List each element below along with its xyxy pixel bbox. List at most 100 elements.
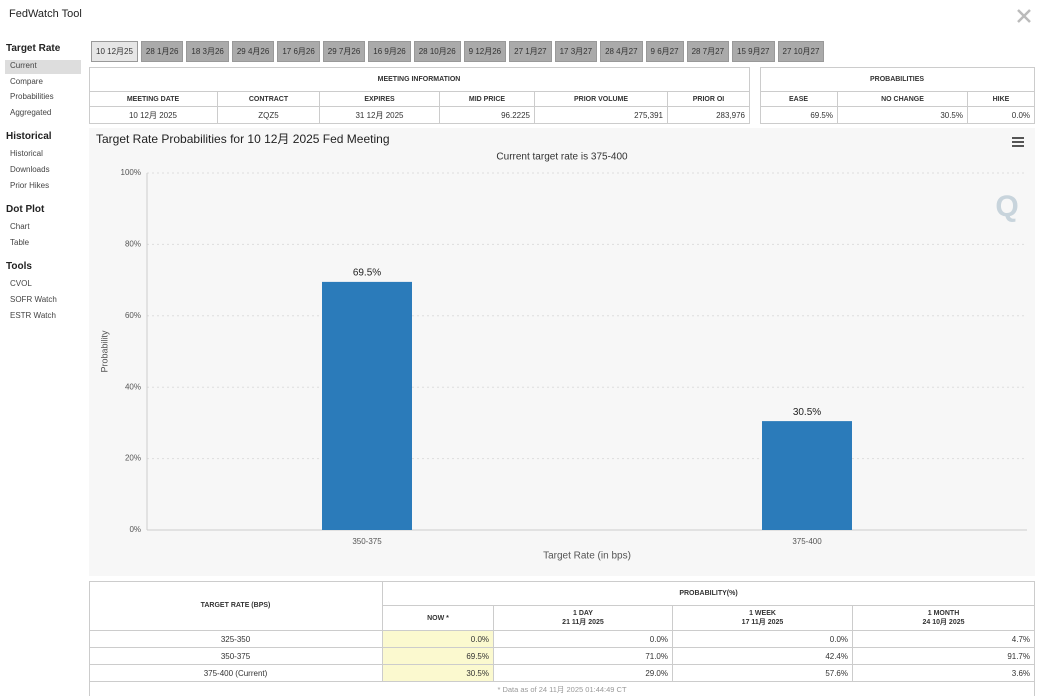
date-tab[interactable]: 9 12月26 [463,41,507,62]
nav-heading: Target Rate [6,43,61,54]
table-cell: 29.0% [494,665,673,682]
chart-subtitle: Current target rate is 375-400 [496,152,628,163]
column-date: 21 11月 2025 [562,618,604,626]
data-label: 30.5% [793,407,821,418]
nav-item[interactable]: Historical [10,149,43,159]
table-cell: 30.5% [383,665,494,682]
date-tab[interactable]: 17 3月27 [554,41,598,62]
data-label: 69.5% [353,268,381,279]
watermark: Q [995,190,1018,223]
nav-item[interactable]: Current [10,61,37,70]
column-header: 1 MONTH 24 10月 2025 [853,606,1035,631]
column-header: EXPIRES [320,92,440,107]
table-title: PROBABILITY(%) [383,581,1035,606]
table-cell: 275,391 [535,107,668,124]
column-label: 1 WEEK [749,609,776,617]
nav-item[interactable]: Compare [10,76,43,86]
date-tab[interactable]: 27 1月27 [509,41,552,62]
chart: Target Rate Probabilities for 10 12月 202… [96,132,1027,562]
rate-cell: 325-350 [89,631,383,648]
column-header: HIKE [968,92,1035,107]
table-cell: 31 12月 2025 [320,107,440,124]
active-nav-bg [5,60,81,74]
nav-item[interactable]: Probabilities [10,92,54,102]
column-header: PRIOR VOLUME [535,92,668,107]
nav-item[interactable]: Table [10,237,30,247]
date-tab[interactable]: 29 4月26 [231,41,275,62]
date-tab[interactable]: 28 1月26 [140,41,184,62]
x-tick-label: 375-400 [792,537,822,546]
y-tick-label: 60% [125,311,141,320]
table-cell: 283,976 [668,107,750,124]
table-cell: 57.6% [673,665,853,682]
date-tab[interactable]: 10 12月25 [91,41,138,62]
table-cell: 0.0% [968,107,1035,124]
table-cell: 0.0% [383,631,494,648]
y-tick-label: 20% [125,454,141,463]
footnote: * Data as of 24 11月 2025 01:44:49 CT [497,684,627,694]
table-cell: 3.6% [853,665,1035,682]
menu-icon[interactable] [1012,137,1024,147]
column-header: 1 DAY 21 11月 2025 [494,606,673,631]
column-header: 1 WEEK 17 11月 2025 [673,606,853,631]
rate-cell: 350-375 [89,648,383,665]
column-header: MEETING DATE [89,92,218,107]
column-header: EASE [760,92,838,107]
y-tick-label: 80% [125,240,141,249]
column-header: MID PRICE [440,92,535,107]
y-axis-label: Probability [99,330,109,373]
date-tab[interactable]: 28 10月26 [413,41,461,62]
app-title: FedWatch Tool [9,8,82,20]
nav-heading: Dot Plot [6,204,45,216]
date-tab[interactable]: 9 6月27 [645,41,684,62]
nav-item[interactable]: Chart [10,222,30,232]
column-header: PRIOR OI [668,92,750,107]
column-date: 24 10月 2025 [922,618,965,626]
table-cell: 69.5% [383,648,494,665]
nav-item[interactable]: SOFR Watch [10,295,57,304]
table-cell: 71.0% [494,648,673,665]
nav-item[interactable]: Prior Hikes [10,180,50,190]
bar [762,421,852,530]
date-tab[interactable]: 17 6月26 [277,41,320,62]
date-tab[interactable]: 18 3月26 [186,41,229,62]
column-header: CONTRACT [218,92,320,107]
table-cell: ZQZ5 [218,107,320,124]
chart-title: Target Rate Probabilities for 10 12月 202… [96,132,390,146]
table-cell: 91.7% [853,648,1035,665]
nav-heading: Historical [6,131,52,143]
table-cell: 42.4% [673,648,853,665]
column-label: NOW * [427,614,449,622]
nav-heading: Tools [6,261,32,273]
y-tick-label: 0% [129,525,141,534]
x-axis-label: Target Rate (in bps) [543,551,631,562]
table-cell: 96.2225 [440,107,535,124]
date-tab[interactable]: 27 10月27 [777,41,825,62]
column-label: 1 MONTH [927,609,960,617]
rate-cell: 375-400 (Current) [89,665,383,682]
close-button[interactable] [1016,8,1032,24]
y-tick-label: 100% [121,168,141,177]
date-tab[interactable]: 28 7月27 [686,41,730,62]
nav-item[interactable]: ESTR Watch [10,310,56,320]
date-tab[interactable]: 15 9月27 [732,41,775,62]
table-cell: 0.0% [494,631,673,648]
nav-item[interactable]: CVOL [10,279,32,289]
date-tab[interactable]: 16 9月26 [368,41,411,62]
table-cell: 10 12月 2025 [89,107,218,124]
column-date: 17 11月 2025 [741,618,784,626]
x-tick-label: 350-375 [352,537,382,546]
table-title: PROBABILITIES [760,67,1035,92]
table-cell: 30.5% [838,107,968,124]
column-header: NOW * [383,606,494,631]
table-cell: 4.7% [853,631,1035,648]
bar [322,281,412,530]
nav-item[interactable]: Downloads [10,165,50,174]
y-tick-label: 40% [125,382,141,391]
date-tab[interactable]: 28 4月27 [600,41,643,62]
nav-item[interactable]: Aggregated [10,107,52,117]
date-tab[interactable]: 29 7月26 [322,41,366,62]
chart-panel: Target Rate Probabilities for 10 12月 202… [89,128,1035,576]
table-cell: 69.5% [760,107,838,124]
